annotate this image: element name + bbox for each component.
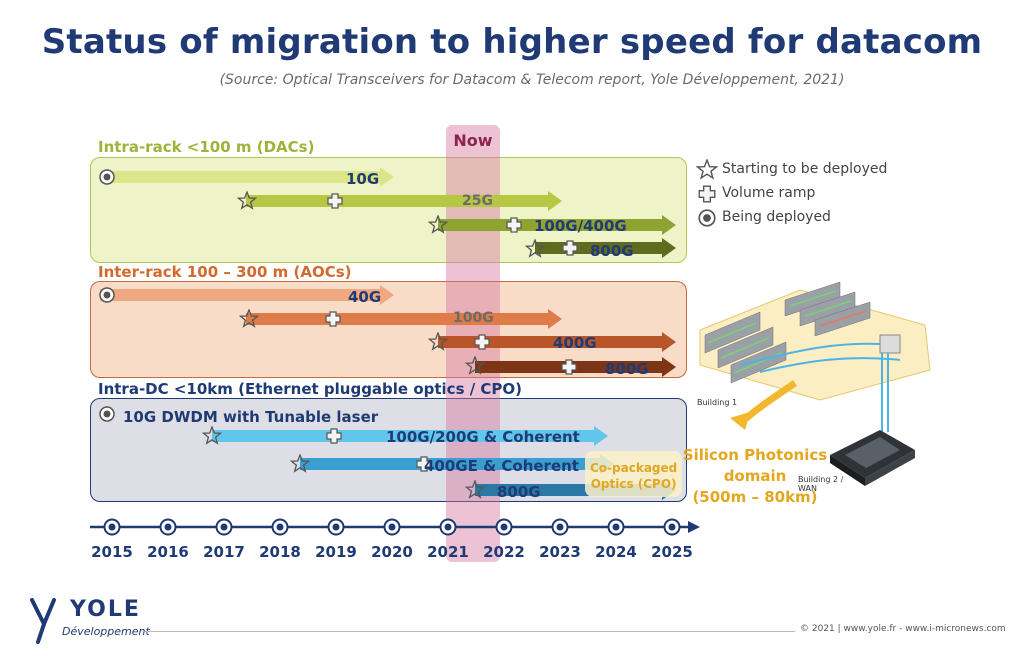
year-label: 2021 <box>427 543 469 561</box>
year-label: 2017 <box>203 543 245 561</box>
arrow-label-800g-dac: 800G <box>590 242 634 260</box>
arrow-25g-dac <box>246 191 562 211</box>
year-label: 2016 <box>147 543 189 561</box>
yole-logo-icon <box>30 598 56 644</box>
arrow-40g-aoc <box>100 285 394 305</box>
logo-text: YOLE <box>70 597 141 622</box>
year-label: 2020 <box>371 543 413 561</box>
building-2-line2: WAN <box>798 484 817 493</box>
arrow-label-100g-200g: 100G/200G & Coherent <box>386 428 580 446</box>
sip-line1: Silicon Photonics <box>682 446 828 464</box>
year-label: 2019 <box>315 543 357 561</box>
year-label: 2015 <box>91 543 133 561</box>
datacenter-illustration <box>699 281 931 486</box>
year-label: 2025 <box>651 543 693 561</box>
sip-line3: (500m – 80km) <box>692 488 818 506</box>
footer-text: © 2021 | www.yole.fr - www.i-micronews.c… <box>800 624 1006 634</box>
section-label-intra-dc: Intra-DC <10km (Ethernet pluggable optic… <box>98 380 523 398</box>
legend-being-deployed: Being deployed <box>722 209 831 225</box>
silicon-photonics-label: Silicon Photonics domain (500m – 80km) <box>680 445 830 508</box>
legend-starting: Starting to be deployed <box>722 161 888 177</box>
arrow-label-400ge: 400GE & Coherent <box>424 457 579 475</box>
page-subtitle: (Source: Optical Transceivers for Dataco… <box>219 72 845 88</box>
being-deployed-icon <box>99 287 115 303</box>
year-label: 2022 <box>483 543 525 561</box>
arrow-label-800g-aoc: 800G <box>605 360 649 378</box>
arrow-label-10g-dwdm: 10G DWDM with Tunable laser <box>123 408 379 426</box>
building-2-label: Building 2 / WAN <box>798 475 843 493</box>
arrow-100g-400g-dac <box>438 215 676 235</box>
arrow-label-25g: 25G <box>462 193 493 209</box>
building-2-line1: Building 2 / <box>798 475 844 484</box>
arrow-100g-200g-coherent <box>212 426 608 446</box>
arrow-label-800g-intradc: 800G <box>497 483 541 501</box>
year-label: 2024 <box>595 543 637 561</box>
arrow-400ge-coherent <box>300 454 614 474</box>
now-label: Now <box>453 131 493 150</box>
year-label: 2023 <box>539 543 581 561</box>
being-deployed-icon <box>99 406 115 422</box>
arrow-label-40g: 40G <box>348 288 382 306</box>
page-title: Status of migration to higher speed for … <box>41 22 983 62</box>
legend-star-icon <box>696 159 718 179</box>
legend-ramp-icon <box>698 185 716 203</box>
arrow-100g-aoc <box>246 309 562 329</box>
year-label: 2018 <box>259 543 301 561</box>
arrow-label-10g: 10G <box>346 170 380 188</box>
legend-volume-ramp: Volume ramp <box>722 185 816 201</box>
section-label-intra-rack: Intra-rack <100 m (DACs) <box>98 138 315 156</box>
footer-divider <box>145 631 795 632</box>
arrow-label-100g: 100G <box>453 310 494 326</box>
arrow-label-400g: 400G <box>553 334 597 352</box>
cpo-label: Co-packaged Optics (CPO) <box>590 460 677 492</box>
arrow-10g-dac <box>100 167 394 187</box>
section-label-inter-rack: Inter-rack 100 – 300 m (AOCs) <box>98 263 352 281</box>
cpo-overlay <box>585 451 682 497</box>
arrow-label-100g-400g: 100G/400G <box>534 217 627 235</box>
logo-subtext: Développement <box>62 625 150 638</box>
timeline-markers <box>103 518 681 536</box>
building-1-label: Building 1 <box>697 398 738 407</box>
arrow-400g-aoc <box>438 332 676 352</box>
being-deployed-icon <box>99 169 115 185</box>
sip-line2: domain <box>723 467 787 485</box>
legend-being-icon <box>698 209 716 227</box>
cpo-label-line1: Co-packaged <box>590 461 678 475</box>
cpo-label-line2: Optics (CPO) <box>590 477 677 491</box>
